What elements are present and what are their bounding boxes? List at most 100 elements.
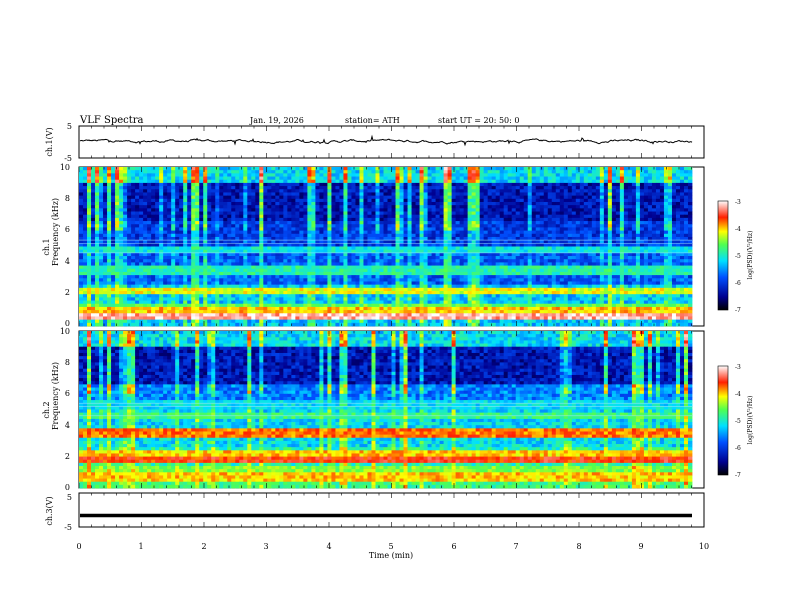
- spectrogram-cell: [279, 198, 284, 203]
- spectrogram-cell: [379, 252, 384, 257]
- spectrogram-cell: [483, 186, 489, 190]
- spectrogram-cell: [487, 182, 493, 187]
- spectrogram-cell: [107, 243, 112, 247]
- spectrogram-cell: [527, 201, 533, 206]
- spectrogram-cell: [559, 208, 565, 212]
- spectrogram-cell: [667, 221, 673, 225]
- spectrogram-cell: [455, 233, 461, 238]
- spectrogram-cell: [255, 249, 260, 254]
- spectrogram-cell: [643, 182, 649, 187]
- spectrogram-cell: [647, 217, 653, 222]
- spectrogram-cell: [583, 182, 589, 187]
- spectrogram-cell: [219, 173, 224, 177]
- spectrogram-cell: [271, 221, 276, 225]
- spectrogram-cell: [159, 246, 164, 251]
- spectrogram-cell: [547, 246, 553, 251]
- spectrogram-cell: [351, 236, 356, 241]
- spectrogram-cell: [111, 246, 116, 251]
- spectrogram-cell: [407, 249, 412, 254]
- spectrogram-cell: [247, 173, 252, 177]
- spectrogram-cell: [403, 259, 408, 263]
- spectrogram-cell: [391, 230, 396, 235]
- spectrogram-cell: [407, 252, 412, 257]
- spectrogram-cell: [655, 170, 661, 174]
- spectrogram-cell: [367, 221, 372, 225]
- spectrogram-cell: [611, 176, 617, 181]
- spectrogram-cell: [163, 208, 168, 212]
- spectrogram-cell: [131, 224, 136, 228]
- spectrogram-cell: [83, 217, 88, 222]
- spectrogram-cell: [211, 230, 216, 235]
- spectrogram-cell: [587, 195, 593, 200]
- spectrogram-cell: [239, 227, 244, 231]
- spectrogram-cell: [91, 167, 96, 171]
- spectrogram-cell: [95, 221, 100, 225]
- spectrogram-cell: [479, 195, 485, 200]
- spectrogram-cell: [615, 236, 621, 241]
- spectrogram-cell: [491, 243, 497, 247]
- spectrogram-cell: [147, 192, 152, 197]
- spectrogram-cell: [455, 198, 461, 203]
- spectrogram-cell: [423, 167, 428, 171]
- spectrogram-cell: [151, 249, 156, 254]
- spectrogram-cell: [363, 227, 368, 231]
- spectrogram-cell: [607, 259, 613, 263]
- spectrogram-cell: [311, 233, 316, 238]
- spectrogram-cell: [395, 176, 400, 181]
- spectrogram-cell: [175, 249, 180, 254]
- spectrogram-cell: [127, 217, 132, 222]
- spectrogram-cell: [535, 198, 541, 203]
- spectrogram-cell: [495, 189, 501, 193]
- spectrogram-cell: [183, 186, 188, 190]
- spectrogram-cell: [387, 192, 392, 197]
- spectrogram-cell: [687, 236, 693, 241]
- spectrogram-cell: [227, 214, 232, 219]
- spectrogram-cell: [391, 246, 396, 251]
- spectrogram-cell: [499, 265, 505, 270]
- spectrogram-cell: [519, 208, 525, 212]
- spectrogram-cell: [551, 201, 557, 206]
- spectrogram-cell: [423, 211, 428, 216]
- spectrogram-cell: [303, 230, 308, 235]
- spectrogram-cell: [599, 252, 605, 257]
- spectrogram-cell: [595, 167, 601, 171]
- spectrogram-cell: [667, 230, 673, 235]
- spectrogram-cell: [687, 211, 693, 216]
- spectrogram-cell: [583, 214, 589, 219]
- spectrogram-cell: [243, 259, 248, 263]
- spectrogram-cell: [307, 240, 312, 244]
- spectrogram-cell: [143, 230, 148, 235]
- spectrogram-cell: [183, 252, 188, 257]
- spectrogram-cell: [451, 256, 457, 260]
- spectrogram-cell: [159, 182, 164, 187]
- spectrogram-cell: [123, 233, 128, 238]
- spectrogram-cell: [571, 236, 577, 241]
- spectrogram-cell: [595, 262, 601, 266]
- spectrogram-cell: [671, 256, 677, 260]
- spectrogram-cell: [619, 221, 625, 225]
- spectrogram-cell: [159, 173, 164, 177]
- spectrogram-cell: [567, 256, 573, 260]
- spectrogram-cell: [299, 211, 304, 216]
- spectrogram-cell: [631, 176, 637, 181]
- spectrogram-cell: [331, 201, 336, 206]
- spectrogram-cell: [659, 182, 665, 187]
- spectrogram-cell: [267, 201, 272, 206]
- spectrogram-cell: [675, 224, 681, 228]
- spectrogram-cell: [591, 240, 597, 244]
- spectrogram-cell: [127, 189, 132, 193]
- spectrogram-cell: [567, 170, 573, 174]
- spectrogram-cell: [319, 167, 324, 171]
- spectrogram-cell: [587, 170, 593, 174]
- spectrogram-cell: [267, 205, 272, 209]
- spectrogram-cell: [243, 221, 248, 225]
- spectrogram-cell: [411, 243, 416, 247]
- spectrogram-cell: [335, 227, 340, 231]
- spectrogram-cell: [347, 195, 352, 200]
- spectrogram-cell: [351, 240, 356, 244]
- spectrogram-cell: [611, 198, 617, 203]
- spectrogram-cell: [311, 240, 316, 244]
- spectrogram-cell: [207, 211, 212, 216]
- spectrogram-cell: [291, 195, 296, 200]
- spectrogram-cell: [471, 195, 477, 200]
